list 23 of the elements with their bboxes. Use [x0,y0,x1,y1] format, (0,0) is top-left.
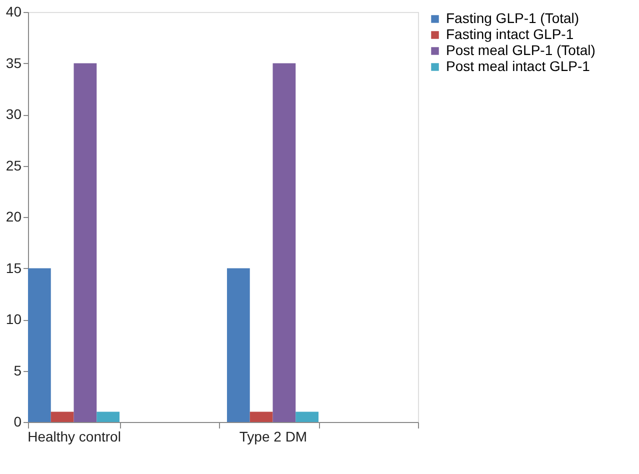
y-tick-label: 20 [6,208,22,224]
y-tick-label: 25 [6,157,22,174]
x-tick-label: Type 2 DM [239,428,308,444]
bar [272,63,296,422]
y-tick-label: 40 [6,4,22,20]
legend-label: Fasting intact GLP-1 [446,26,574,42]
bar [74,63,97,422]
x-tick-label: Healthy control [28,428,121,444]
y-tick-label: 30 [6,106,22,122]
bar [50,412,74,422]
bar [96,412,120,422]
y-tick-label: 5 [14,362,22,378]
legend-label: Post meal intact GLP-1 [446,58,590,74]
y-tick-label: 15 [6,260,22,276]
y-tick-label: 35 [6,54,22,71]
legend-label: Fasting GLP-1 (Total) [446,10,580,26]
bar [296,412,319,422]
y-tick-label: 0 [14,414,22,430]
y-tick-label: 10 [6,311,22,327]
bar [226,268,250,422]
bar [250,412,273,422]
legend-label: Post meal GLP-1 (Total) [446,42,596,58]
bar [28,268,51,422]
